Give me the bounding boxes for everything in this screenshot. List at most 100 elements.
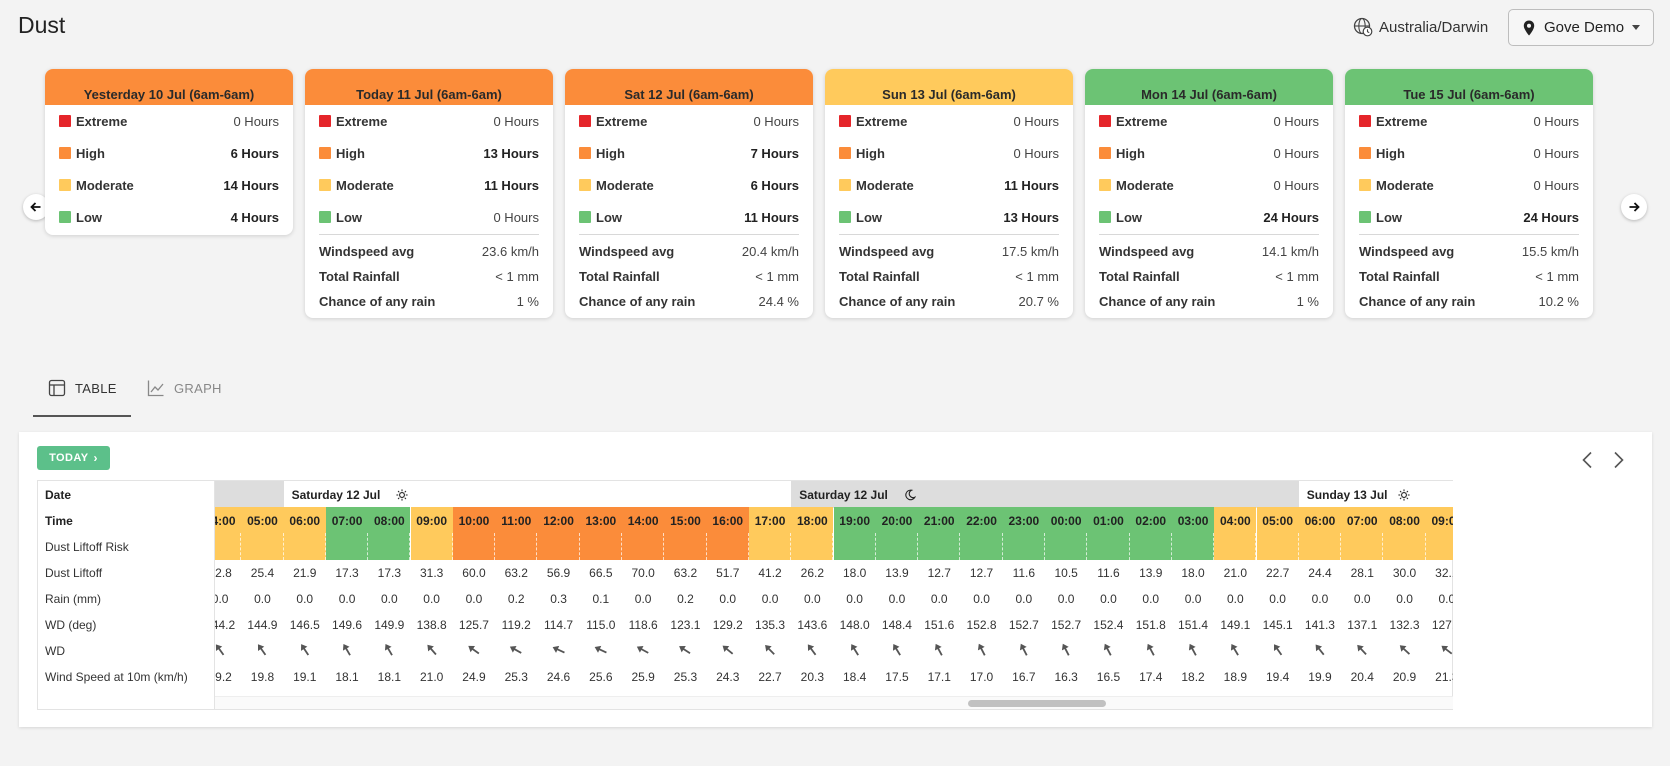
arrow-left-icon xyxy=(30,202,41,212)
ws-cell: 17.0 xyxy=(969,669,994,684)
dust-risk-cell xyxy=(215,533,242,560)
risk-hours: 0 Hours xyxy=(1273,177,1319,193)
rain-cell: 0.2 xyxy=(677,591,694,606)
card-divider xyxy=(839,234,1059,235)
tab-table[interactable]: TABLE xyxy=(48,370,117,406)
card-title: Tue 15 Jul (6am-6am) xyxy=(1345,69,1593,105)
row-label: Date xyxy=(45,487,72,502)
info-row-windspeed: Windspeed avg 20.4 km/h xyxy=(579,239,799,264)
wind-direction-arrow-icon xyxy=(1099,641,1117,659)
forecast-day-card[interactable]: Sun 13 Jul (6am-6am) Extreme 0 Hours High 0 … xyxy=(825,69,1073,318)
carousel-prev-button[interactable] xyxy=(23,194,49,220)
info-label: Chance of any rain xyxy=(319,294,436,309)
dust-risk-cell xyxy=(579,533,622,560)
time-cell: 02:00 xyxy=(1129,507,1172,534)
table-prev-button[interactable] xyxy=(1577,448,1597,472)
time-cell: 16:00 xyxy=(706,507,749,534)
info-row-windspeed: Windspeed avg 17.5 km/h xyxy=(839,239,1059,264)
rain-cell: 0.0 xyxy=(423,591,440,606)
risk-hours: 4 Hours xyxy=(230,209,279,225)
risk-row-extreme: Extreme 0 Hours xyxy=(59,105,279,137)
horizontal-scrollbar[interactable] xyxy=(215,696,1453,709)
dust-risk-cell xyxy=(960,533,1003,560)
liftoff-cell: 25.4 xyxy=(250,565,275,580)
timezone-label: Australia/Darwin xyxy=(1379,18,1489,36)
wind-direction-arrow-icon xyxy=(1353,641,1371,659)
wind-direction-arrow-icon xyxy=(888,641,906,659)
high-swatch-icon xyxy=(1359,147,1371,159)
risk-row-extreme: Extreme 0 Hours xyxy=(839,105,1059,137)
risk-hours: 0 Hours xyxy=(1273,145,1319,161)
risk-label: Low xyxy=(596,209,622,225)
forecast-day-card[interactable]: Sat 12 Jul (6am-6am) Extreme 0 Hours High 7 … xyxy=(565,69,813,318)
risk-hours: 0 Hours xyxy=(1533,145,1579,161)
scrollbar-thumb[interactable] xyxy=(968,700,1106,707)
liftoff-cell: 10.5 xyxy=(1054,565,1078,580)
timezone-indicator[interactable]: Australia/Darwin xyxy=(1353,17,1488,37)
card-title: Sun 13 Jul (6am-6am) xyxy=(825,69,1073,105)
info-row-chance: Chance of any rain 1 % xyxy=(319,289,539,314)
time-cell: 22:00 xyxy=(960,507,1003,534)
dust-risk-cell xyxy=(791,533,834,560)
dust-risk-cell xyxy=(1002,533,1045,560)
carousel-next-button[interactable] xyxy=(1621,194,1647,220)
dust-risk-cell xyxy=(537,533,580,560)
table-next-button[interactable] xyxy=(1609,448,1629,472)
liftoff-cell: 24.4 xyxy=(1308,565,1332,580)
info-label: Chance of any rain xyxy=(579,294,696,309)
rain-cell: 0.0 xyxy=(338,591,356,606)
ws-cell: 20.4 xyxy=(1350,669,1374,684)
tab-graph[interactable]: GRAPH xyxy=(147,370,222,406)
info-value: 1 % xyxy=(516,294,539,309)
wind-direction-arrow-icon xyxy=(380,641,398,659)
today-button[interactable]: TODAY › xyxy=(37,446,110,470)
liftoff-cell: 12.7 xyxy=(927,565,951,580)
moderate-swatch-icon xyxy=(579,179,591,191)
today-button-label: TODAY xyxy=(49,452,89,464)
ws-cell: 18.1 xyxy=(377,669,402,684)
risk-row-high: High 6 Hours xyxy=(59,137,279,169)
wind-direction-arrow-icon xyxy=(846,641,864,659)
info-label: Total Rainfall xyxy=(1359,269,1440,284)
liftoff-cell: 63.2 xyxy=(504,565,528,580)
date-header: Sunday 13 Jul xyxy=(1298,481,1453,508)
wind-direction-arrow-icon xyxy=(423,641,441,659)
ws-cell: 18.4 xyxy=(842,669,867,684)
liftoff-cell: 32.1 xyxy=(1435,565,1453,580)
time-cell: 17:00 xyxy=(748,507,792,534)
wind-direction-arrow-icon xyxy=(761,641,779,659)
liftoff-cell: 63.2 xyxy=(673,565,698,580)
risk-hours: 14 Hours xyxy=(223,177,279,193)
ws-cell: 21.3 xyxy=(1435,669,1453,684)
forecast-day-card[interactable]: Today 11 Jul (6am-6am) Extreme 0 Hours High… xyxy=(305,69,553,318)
ws-cell: 18.9 xyxy=(1223,669,1248,684)
forecast-day-card[interactable]: Yesterday 10 Jul (6am-6am) Extreme 0 Hours… xyxy=(45,69,293,235)
forecast-day-card[interactable]: Tue 15 Jul (6am-6am) Extreme 0 Hours High 0 … xyxy=(1345,69,1593,318)
moderate-swatch-icon xyxy=(839,179,851,191)
chevron-down-icon xyxy=(1632,25,1641,30)
forecast-day-card[interactable]: Mon 14 Jul (6am-6am) Extreme 0 Hours High 0 … xyxy=(1085,69,1333,318)
risk-hours: 0 Hours xyxy=(233,113,279,129)
card-title: Yesterday 10 Jul (6am-6am) xyxy=(45,69,293,105)
info-row-rainfall: Total Rainfall < 1 mm xyxy=(1359,264,1579,289)
risk-label: Low xyxy=(1116,209,1142,225)
risk-hours: 0 Hours xyxy=(493,113,539,129)
risk-hours: 0 Hours xyxy=(1273,113,1319,129)
wd-cell: 152.8 xyxy=(966,617,997,632)
dust-risk-cell xyxy=(918,533,961,560)
info-row-windspeed: Windspeed avg 15.5 km/h xyxy=(1359,239,1579,264)
liftoff-cell: 41.2 xyxy=(758,565,782,580)
location-select[interactable]: Gove Demo xyxy=(1508,9,1654,46)
info-row-rainfall: Total Rainfall < 1 mm xyxy=(839,264,1059,289)
rain-cell: 0.0 xyxy=(1142,591,1160,606)
info-value: 10.2 % xyxy=(1538,294,1579,309)
forecast-data-area[interactable]: Saturday 12 Jul Saturday 12 Jul Sunday 13 … xyxy=(215,481,1453,709)
sun-icon xyxy=(396,489,408,501)
info-label: Windspeed avg xyxy=(319,244,415,259)
info-label: Windspeed avg xyxy=(1099,244,1195,259)
risk-label: High xyxy=(596,145,625,161)
wd-cell: 151.8 xyxy=(1135,617,1166,632)
liftoff-cell: 30.0 xyxy=(1392,565,1417,580)
rain-cell: 0.0 xyxy=(973,591,990,606)
chevron-right-icon: › xyxy=(93,451,98,465)
